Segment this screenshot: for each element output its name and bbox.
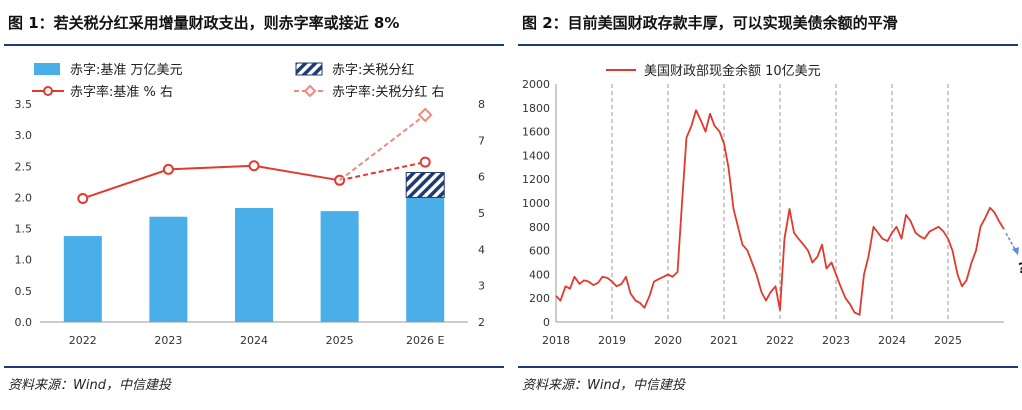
legend-label: 赤字:关税分红 [332,62,414,78]
y-left-tick-label: 0.5 [15,285,33,298]
y-right-tick-label: 2 [478,316,485,329]
chart-1-top-rule [4,44,504,46]
point-deficit-rate-tariff [417,107,433,123]
y-left-tick-label: 0.0 [15,316,33,329]
x-tick-label: 2023 [822,334,850,347]
bar-tariff-dividend [405,172,445,198]
y-right-tick-label: 5 [478,207,485,220]
y-tick-label: 2000 [522,78,550,91]
legend-marker-diamond [303,84,317,98]
line-tga-balance [555,109,1005,316]
y-tick-label: 1800 [522,102,550,115]
y-tick-label: 600 [529,245,550,258]
x-tick-label: 2024 [878,334,906,347]
forecast-question-mark: ? [1018,261,1022,277]
chart-panel-1: 图 1：若关税分红采用增量财政支出，则赤字率或接近 8% 0.0 0.5 1.0 1.… [0,0,508,410]
y-right-tick-label: 8 [478,98,485,111]
y-tick-label: 400 [529,268,550,281]
x-tick-label: 2021 [710,334,738,347]
y-right-tick-label: 6 [478,171,485,184]
y-left-tick-label: 1.0 [15,254,33,267]
chart-2-top-rule [518,44,1018,46]
y-right-tick-label: 4 [478,243,485,256]
chart-2-svg: 0 200 400 600 800 1000 1200 1400 1600 1800 2000 201… [522,63,1022,347]
line-deficit-rate-base-forecast [339,161,426,182]
y-tick-label: 1600 [522,126,550,139]
legend-label: 赤字:基准 万亿美元 [70,63,183,78]
x-tick-label: 2018 [542,334,570,347]
y-tick-label: 1400 [522,149,550,162]
point-deficit-rate-base [419,156,431,168]
y-left-tick-label: 1.5 [15,223,33,236]
y-left-tick-label: 3.5 [15,98,33,111]
y-left-tick-label: 3.0 [15,129,33,142]
legend-swatch-bar [34,63,60,75]
x-tick-label: 2023 [154,334,182,347]
legend-label: 赤字率:基准 % 右 [70,84,173,100]
y-left-tick-label: 2.5 [15,160,33,173]
bar-base [63,236,102,322]
bar-base [149,216,188,322]
chart-1-bottom-rule [4,366,504,368]
chart-1-title: 图 1：若关税分红采用增量财政支出，则赤字率或接近 8% [8,14,400,32]
y-left-tick-label: 2.0 [15,191,33,204]
y-tick-label: 1000 [522,197,550,210]
legend-swatch-hatch [295,62,323,76]
chart-panel-2: 图 2：目前美国财政存款丰厚，可以实现美债余额的平滑 0 200 400 600 800… [514,0,1022,410]
forecast-arrow-head [1012,247,1019,256]
chart-1-svg: 0.0 0.5 1.0 1.5 2.0 2.5 3.0 3.5 2 3 4 5 6 7 8 2022 2023 2… [15,62,486,347]
x-tick-label: 2022 [69,334,97,347]
bar-base [320,211,359,322]
point-deficit-rate-base [77,192,89,204]
chart-2-title: 图 2：目前美国财政存款丰厚，可以实现美债余额的平滑 [522,14,898,32]
legend-label: 美国财政部现金余额 10亿美元 [644,63,821,79]
y-tick-label: 200 [529,292,550,305]
x-tick-label: 2020 [654,334,682,347]
y-right-tick-label: 7 [478,134,485,147]
y-right-tick-label: 3 [478,280,485,293]
bar-base [406,197,445,322]
x-tick-label: 2022 [766,334,794,347]
x-tick-label: 2024 [240,334,268,347]
chart-1-source: 资料来源：Wind，中信建投 [8,378,171,393]
x-tick-label: 2026 E [406,334,444,347]
y-tick-label: 0 [543,316,550,329]
legend-marker-circle [43,86,53,96]
chart-2-bottom-rule [518,366,1018,368]
x-tick-label: 2025 [326,334,354,347]
point-deficit-rate-base [162,163,174,175]
line-deficit-rate-base [82,164,340,200]
forecast-arrow-line [1005,232,1017,252]
x-tick-label: 2025 [934,334,962,347]
bar-base [235,208,273,322]
point-deficit-rate-base [248,160,260,172]
line-deficit-rate-tariff [338,114,426,182]
x-tick-label: 2019 [598,334,626,347]
legend-label: 赤字率:关税分红 右 [332,84,445,100]
chart-2-source: 资料来源：Wind，中信建投 [522,378,685,393]
y-tick-label: 800 [529,221,550,234]
y-tick-label: 1200 [522,173,550,186]
